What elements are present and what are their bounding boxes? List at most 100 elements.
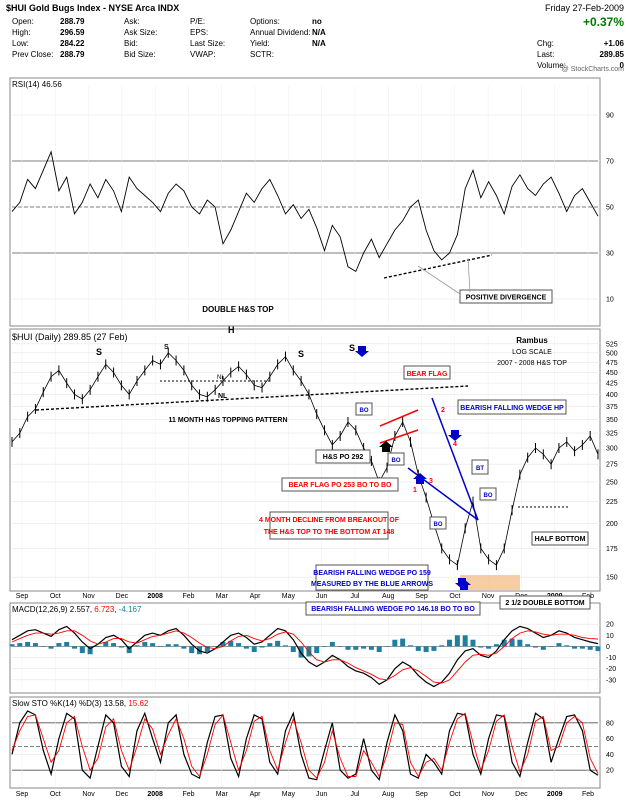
quote-value: +1.06 xyxy=(603,39,624,48)
macd-histogram-bar xyxy=(579,646,585,649)
y-tick-label: 475 xyxy=(606,360,618,367)
quote-label: P/E: xyxy=(190,17,206,26)
x-tick-label: Apr xyxy=(250,593,262,600)
bear-flag-box xyxy=(403,365,451,380)
bt-box xyxy=(471,459,489,475)
rsi-title: RSI(14) 46.56 xyxy=(12,80,62,89)
price-annotation: S xyxy=(298,349,304,359)
price-annotation: 1 xyxy=(413,487,417,494)
x-tick-label: Aug xyxy=(382,791,395,798)
macd-histogram-bar xyxy=(9,644,15,647)
macd-histogram-bar xyxy=(525,644,531,647)
x-tick-label: May xyxy=(282,593,296,600)
hs-po-box xyxy=(315,449,371,464)
macd-histogram-bar xyxy=(329,641,335,647)
x-tick-label: Dec xyxy=(116,593,129,600)
divergence-trendline xyxy=(383,254,493,279)
y-tick-label: 70 xyxy=(606,159,614,166)
x-tick-label: Dec xyxy=(515,791,528,798)
y-tick-label: 250 xyxy=(606,479,618,486)
macd-histogram-bar xyxy=(454,635,460,647)
macd-histogram-bar xyxy=(236,643,242,647)
quote-date: Friday 27-Feb-2009 xyxy=(544,3,624,13)
quote-label: Yield: xyxy=(250,39,270,48)
macd-histogram-bar xyxy=(64,641,70,647)
y-tick-label: 60 xyxy=(606,736,614,743)
x-tick-label: 2008 xyxy=(147,593,163,600)
y-tick-label: 80 xyxy=(606,720,614,727)
macd-histogram-bar xyxy=(556,643,562,647)
y-tick-label: 20 xyxy=(606,768,614,775)
bear-flag-line xyxy=(379,429,419,444)
wedge-hp-box xyxy=(457,399,567,415)
bo-box xyxy=(355,402,373,416)
quote-label: Open: xyxy=(12,17,34,26)
quote-value: no xyxy=(312,17,322,26)
price-line xyxy=(11,352,599,566)
price-annotation: NL xyxy=(218,393,228,400)
annotation-layer: DOUBLE H&S TOP POSITIVE DIVERGENCE S H S S S NL… xyxy=(35,254,591,616)
quote-label: High: xyxy=(12,28,31,37)
macd-histogram-bar xyxy=(251,646,257,652)
x-tick-label: Jun xyxy=(316,791,327,798)
bo-box xyxy=(387,452,405,466)
x-tick-label: Jul xyxy=(350,593,359,600)
quote-label: Bid: xyxy=(124,39,138,48)
macd-histogram-bar xyxy=(220,641,226,647)
divergence-pointer xyxy=(417,265,461,295)
macd-histogram-bar xyxy=(595,646,601,652)
quote-label: Last Size: xyxy=(190,39,226,48)
x-tick-label: Nov xyxy=(482,593,495,600)
macd-histogram-bar xyxy=(337,646,343,647)
macd-histogram-bar xyxy=(259,646,265,648)
y-tick-label: 10 xyxy=(606,633,614,640)
divergence-pointer xyxy=(467,257,471,293)
macd-legend-signal: 6.723 xyxy=(94,605,115,614)
macd-histogram-bar xyxy=(157,646,163,647)
macd-histogram-bar xyxy=(267,643,273,647)
y-tick-label: 500 xyxy=(606,350,618,357)
macd-histogram-bar xyxy=(564,645,570,647)
sto-legend-k: Slow STO %K(14) %D(3) 13.58 xyxy=(12,699,124,708)
y-tick-label: 425 xyxy=(606,381,618,388)
price-annotation: 4 xyxy=(453,441,457,448)
macd-histogram-bar xyxy=(243,646,249,649)
quote-value: N/A xyxy=(312,39,326,48)
price-annotation: BT xyxy=(476,466,484,472)
up-arrow-icon xyxy=(413,473,427,484)
chart-title: $HUI Gold Bugs Index - NYSE Arca INDX xyxy=(6,3,180,13)
price-annotation: 2 xyxy=(441,407,445,414)
quote-value: 296.59 xyxy=(60,28,85,37)
macd-histogram-bar xyxy=(501,639,507,647)
macd-histogram-bar xyxy=(447,639,453,647)
macd-histogram-bar xyxy=(478,646,484,648)
macd-histogram-bar xyxy=(40,646,46,647)
quote-label: Low: xyxy=(12,39,29,48)
macd-histogram-bar xyxy=(290,646,296,652)
quote-label: Ask: xyxy=(124,17,140,26)
bo-box xyxy=(429,516,447,530)
quote-label: Chg: xyxy=(537,39,554,48)
quote-label: Bid Size: xyxy=(124,50,156,59)
macd-histogram-bar xyxy=(25,641,31,647)
macd-histogram-bar xyxy=(407,645,413,647)
macd-histogram-bar xyxy=(72,646,78,649)
macd-histogram-bar xyxy=(493,644,499,647)
x-tick-label: Sep xyxy=(16,593,29,600)
x-tick-label: Dec xyxy=(116,791,129,798)
quote-label: Prev Close: xyxy=(12,50,54,59)
macd-histogram-bar xyxy=(353,646,359,650)
series-line-1 xyxy=(11,712,599,779)
macd-histogram-bar xyxy=(118,646,124,648)
x-tick-label: Oct xyxy=(449,791,460,798)
price-annotation: 2007 - 2008 H&S TOP xyxy=(497,360,567,367)
x-tick-label: Feb xyxy=(582,791,594,798)
x-tick-label: 2008 xyxy=(147,791,163,798)
macd-histogram-bar xyxy=(32,643,38,647)
y-tick-label: 150 xyxy=(606,575,618,582)
double-bottom-band xyxy=(460,575,520,590)
macd-histogram-bar xyxy=(282,645,288,647)
x-tick-label: Apr xyxy=(250,791,262,798)
x-tick-label: Sep xyxy=(415,593,428,600)
